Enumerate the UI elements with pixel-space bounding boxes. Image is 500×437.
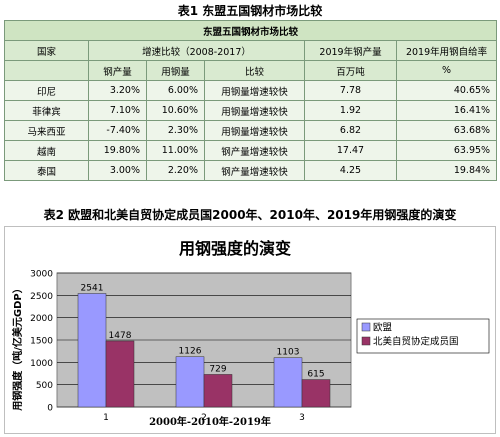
subheader-steel-output: 钢产量 [88, 60, 147, 81]
x-axis-label: 2000年-2010年-2019年 [149, 415, 271, 428]
data-label: 2541 [81, 284, 104, 294]
cell-production: 1.92 [304, 100, 397, 121]
subheader-blank [4, 60, 89, 81]
cell-production: 17.47 [304, 140, 397, 161]
table-row: 菲律宾 7.10% 10.60% 用钢量增速较快 1.92 16.41% [4, 100, 498, 121]
cell-output-growth: -7.40% [88, 120, 147, 141]
steel-market-table: 东盟五国钢材市场比较 国家 增速比较（2008-2017） 2019年钢产量 2… [3, 20, 498, 181]
table-row: 马来西亚 -7.40% 2.30% 用钢量增速较快 6.82 63.68% [4, 120, 498, 141]
data-label: 1103 [277, 348, 300, 358]
cell-use-growth: 10.60% [146, 100, 205, 121]
bar [105, 340, 135, 408]
cell-country: 菲律宾 [4, 100, 89, 121]
subheader-unit-pct: % [395, 60, 498, 81]
cell-output-growth: 3.20% [88, 80, 147, 101]
y-tick-label: 0 [47, 404, 53, 414]
cell-country: 印尼 [4, 80, 89, 101]
bar [203, 374, 233, 408]
table-row: 泰国 3.00% 2.20% 钢产量增速较快 4.25 19.84% [4, 160, 498, 181]
data-label: 615 [307, 370, 324, 380]
legend-swatch [361, 336, 371, 346]
data-label: 1126 [179, 347, 202, 357]
header-output-2019: 2019年钢产量 [304, 40, 397, 61]
cell-production: 7.78 [304, 80, 397, 101]
cell-use-growth: 11.00% [146, 140, 205, 161]
bar [77, 293, 107, 408]
cell-country: 泰国 [4, 160, 89, 181]
bar [301, 379, 331, 408]
table1-title: 东盟五国钢材市场比较 [3, 20, 498, 41]
data-label: 729 [209, 364, 226, 374]
y-tick-label: 1000 [30, 359, 53, 369]
cell-use-growth: 2.20% [146, 160, 205, 181]
cell-compare: 钢产量增速较快 [204, 160, 305, 181]
legend-entry: 北美自贸协定成员国 [373, 336, 459, 348]
chart-svg: 用钢强度的演变 0 500 1000 1500 2000 2500 3000 2541 1478… [11, 239, 490, 428]
cell-country: 马来西亚 [4, 120, 89, 141]
header-country: 国家 [4, 40, 89, 61]
cell-use-growth: 6.00% [146, 80, 205, 101]
cell-output-growth: 7.10% [88, 100, 147, 121]
plot-area: 0 500 1000 1500 2000 2500 3000 2541 1478 1 1126 729… [30, 270, 352, 423]
cell-compare: 用钢量增速较快 [204, 100, 305, 121]
x-tick-label: 2 [201, 413, 207, 423]
cell-ratio: 63.68% [395, 120, 498, 141]
x-tick-label: 1 [103, 413, 109, 423]
cell-use-growth: 2.30% [146, 120, 205, 141]
y-tick-label: 2500 [30, 292, 53, 302]
cell-ratio: 19.84% [395, 160, 498, 181]
subheader-steel-use: 用钢量 [146, 60, 205, 81]
header-growth: 增速比较（2008-2017） [88, 40, 305, 61]
cell-output-growth: 3.00% [88, 160, 147, 181]
data-label: 1478 [109, 331, 132, 341]
cell-output-growth: 19.80% [88, 140, 147, 161]
subheader-compare: 比较 [204, 60, 305, 81]
cell-ratio: 63.95% [395, 140, 498, 161]
steel-intensity-chart: 用钢强度的演变 0 500 1000 1500 2000 2500 3000 2541 1478… [4, 226, 496, 434]
y-tick-label: 3000 [30, 270, 53, 280]
cell-compare: 钢产量增速较快 [204, 140, 305, 161]
y-axis-label: 用钢强度（吨/亿美元GDP） [11, 283, 24, 412]
cell-ratio: 40.65% [395, 80, 498, 101]
y-tick-label: 500 [36, 381, 53, 391]
cell-production: 4.25 [304, 160, 397, 181]
y-tick-label: 1500 [30, 337, 53, 347]
cell-compare: 用钢量增速较快 [204, 80, 305, 101]
cell-compare: 用钢量增速较快 [204, 120, 305, 141]
header-selfsufficiency-2019: 2019年用钢自给率 [395, 40, 498, 61]
chart-title: 用钢强度的演变 [179, 239, 291, 258]
legend-swatch [361, 322, 371, 332]
table1-caption: 表1 东盟五国钢材市场比较 [177, 4, 323, 18]
bar [273, 357, 303, 408]
cell-country: 越南 [4, 140, 89, 161]
x-tick-label: 3 [299, 413, 305, 423]
table-row: 越南 19.80% 11.00% 钢产量增速较快 17.47 63.95% [4, 140, 498, 161]
y-tick-label: 2000 [30, 314, 53, 324]
table2-caption: 表2 欧盟和北美自贸协定成员国2000年、2010年、2019年用钢强度的演变 [43, 208, 457, 222]
legend-box [356, 318, 490, 354]
table-row: 印尼 3.20% 6.00% 用钢量增速较快 7.78 40.65% [4, 80, 498, 101]
cell-ratio: 16.41% [395, 100, 498, 121]
subheader-unit-output: 百万吨 [304, 60, 397, 81]
legend-entry: 欧盟 [373, 322, 393, 334]
bar [175, 356, 205, 408]
cell-production: 6.82 [304, 120, 397, 141]
